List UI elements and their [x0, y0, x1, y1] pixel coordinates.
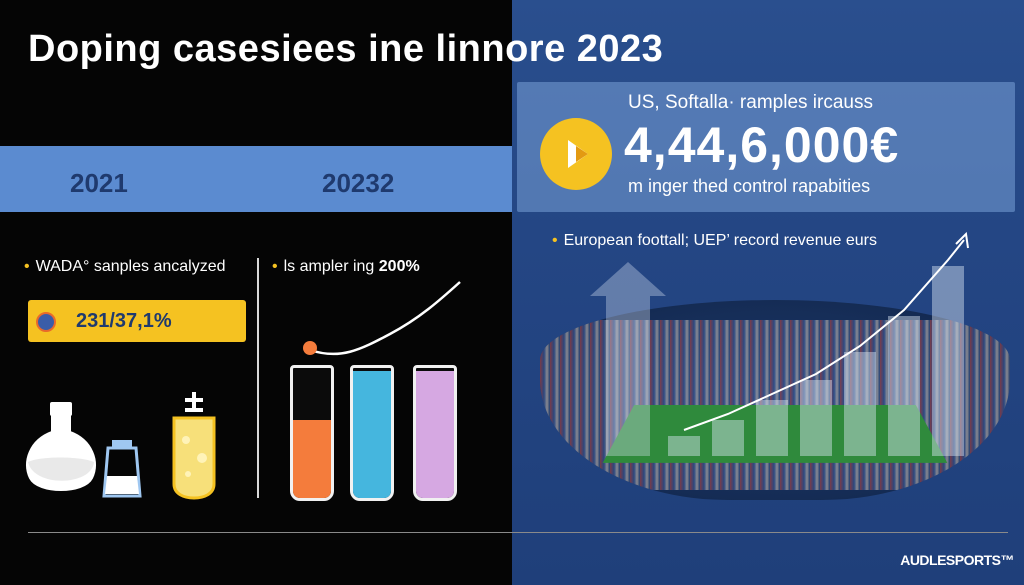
play-icon	[540, 118, 612, 190]
revenue-trend-line	[683, 239, 965, 431]
revenue-bar-1	[668, 436, 700, 456]
growth-arrow-icon	[590, 262, 666, 456]
year-band	[0, 146, 512, 212]
sample-tube-2	[350, 365, 394, 501]
bullet-dot-icon: •	[24, 258, 30, 275]
tube-fill-3	[416, 370, 454, 498]
bullet-football-text: European foottall; UEP’ record revenue e…	[563, 232, 877, 249]
revenue-bar-5	[844, 352, 876, 456]
bullet-wada: • WADA° sanples ancalyzed	[24, 258, 226, 276]
revenue-bar-3	[756, 400, 788, 456]
stat-pill: 231/37,1%	[28, 300, 246, 342]
big-number: 4,44,6,000€	[624, 117, 900, 173]
info-headline: US, Softalla· ramples ircauss	[628, 92, 873, 113]
flag-icon	[36, 312, 56, 332]
bullet-sampling-text: ls ampler ing	[283, 258, 375, 275]
flask-icon	[26, 402, 96, 491]
trend-point	[303, 341, 317, 355]
sample-tube-3	[413, 365, 457, 501]
revenue-bar-7	[932, 266, 964, 456]
revenue-bar-2	[712, 420, 744, 456]
info-subline: m inger thed control rapabities	[628, 176, 871, 196]
beaker-icon	[102, 440, 142, 498]
tube-fill-2	[353, 370, 391, 498]
bullet-sampling: • ls ampler ing 200%	[272, 258, 420, 276]
bullet-wada-text: WADA° sanples ancalyzed	[35, 258, 226, 275]
year-label-right: 20232	[322, 168, 395, 198]
test-tube-icon	[172, 392, 216, 500]
revenue-bar-6	[888, 316, 920, 456]
bullet-football: • European foottall; UEP’ record revenue …	[552, 232, 877, 250]
stat-value: 231/37,1%	[76, 310, 172, 332]
year-label-left: 2021	[70, 168, 128, 198]
bullet-dot-icon: •	[552, 232, 558, 249]
horizontal-divider	[28, 532, 1008, 533]
bullet-sampling-highlight: 200%	[378, 258, 420, 275]
revenue-bar-4	[800, 380, 832, 456]
page-title: Doping casesiees ine linnore 2023	[28, 28, 664, 70]
trend-arrow-head-icon	[955, 231, 969, 249]
vertical-divider	[257, 258, 259, 498]
sample-tube-1	[290, 365, 334, 501]
bullet-dot-icon: •	[272, 258, 278, 275]
brand-logo: AUDLESPORTS™	[900, 552, 1014, 568]
tube-fill-1	[293, 420, 331, 498]
trend-line	[309, 281, 461, 356]
stadium-illustration	[540, 300, 1010, 500]
